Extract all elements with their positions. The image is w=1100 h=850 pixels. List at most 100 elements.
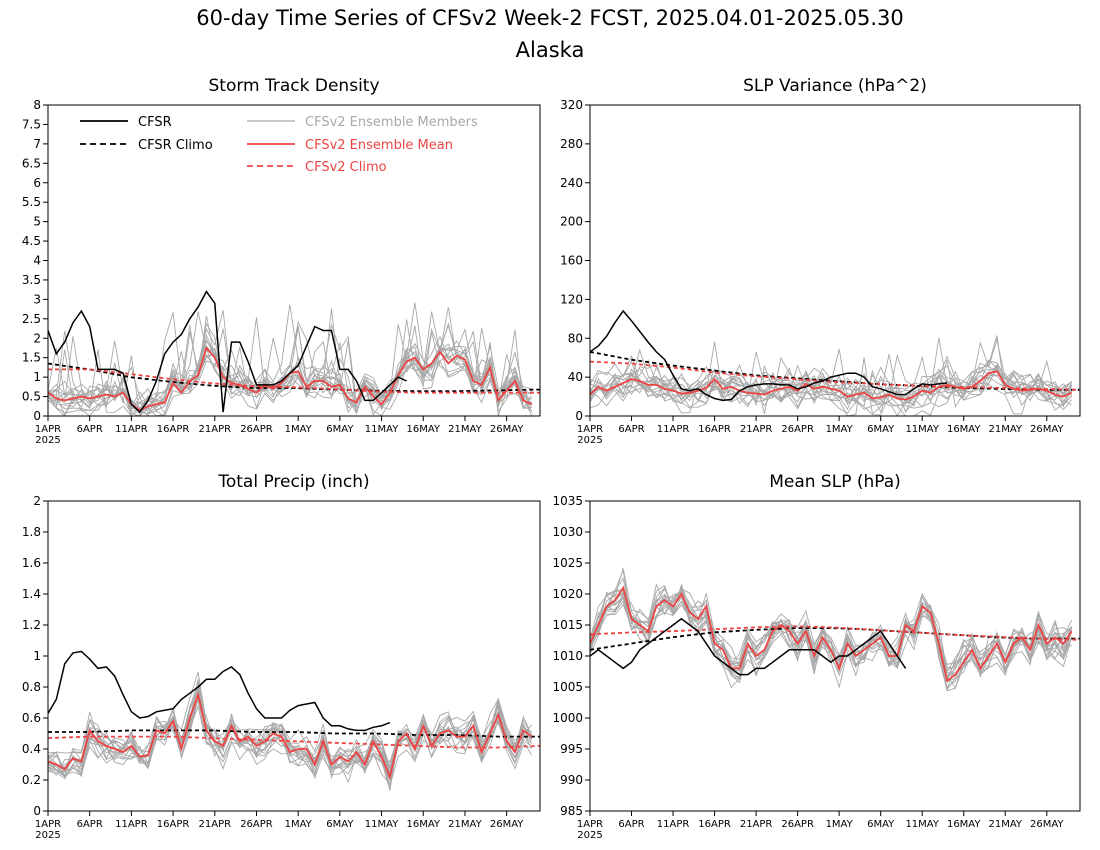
x-tick-label: 11MAY <box>905 424 939 435</box>
y-tick-label: 990 <box>560 773 583 787</box>
figure-title: 60-day Time Series of CFSv2 Week-2 FCST,… <box>196 6 903 30</box>
y-tick-label: 1.8 <box>22 525 41 539</box>
x-tick-label: 16MAY <box>406 424 440 435</box>
y-tick-label: 1025 <box>552 556 583 570</box>
y-tick-label: 200 <box>560 215 583 229</box>
ensemble-mean-line <box>48 691 533 780</box>
ensemble-member-line <box>48 327 532 416</box>
ensemble-member-line <box>590 568 1073 683</box>
x-year-label: 2025 <box>577 435 602 446</box>
ensemble-member-line <box>48 322 532 416</box>
y-tick-label: 4 <box>33 254 41 268</box>
ensemble-member-line <box>48 307 533 416</box>
ensemble-member-line <box>48 699 533 791</box>
y-tick-label: 120 <box>560 292 583 306</box>
panel-title: SLP Variance (hPa^2) <box>743 76 927 96</box>
ensemble-member-line <box>590 568 1073 691</box>
x-tick-label: 11APR <box>657 819 690 830</box>
ensemble-member-line <box>590 594 1073 679</box>
x-tick-label: 6MAY <box>326 424 354 435</box>
ensemble-member-line <box>48 327 533 414</box>
x-tick-label: 16MAY <box>406 819 440 830</box>
x-tick-label: 21MAY <box>988 424 1022 435</box>
x-tick-label: 11MAY <box>905 819 939 830</box>
y-tick-label: 0 <box>33 804 41 818</box>
y-tick-label: 2 <box>33 331 41 345</box>
x-tick-label: 26MAY <box>1030 819 1064 830</box>
legend-label-cfsv2-climo: CFSv2 Climo <box>305 160 387 175</box>
x-year-label: 2025 <box>35 435 60 446</box>
y-tick-label: 5.5 <box>22 195 41 209</box>
y-tick-label: 1.2 <box>22 618 41 632</box>
plot-frame <box>47 500 541 812</box>
y-tick-label: 2.5 <box>22 312 41 326</box>
y-tick-label: 1000 <box>552 711 583 725</box>
ensemble-mean-line <box>48 346 533 412</box>
x-tick-label: 1APR <box>577 424 603 435</box>
ensemble-member-line <box>590 335 1072 408</box>
plot-frame <box>47 104 541 417</box>
chart-panels: Storm Track Density 0 0.5 1 1.5 2 2.5 3 3.5 4 4.5 5… <box>22 76 1081 841</box>
y-tick-label: 1.4 <box>22 587 41 601</box>
ensemble-mean-line <box>590 370 1073 401</box>
y-tick-label: 3 <box>33 292 41 306</box>
ensemble-member-line <box>48 311 533 416</box>
x-tick-label: 26MAY <box>490 819 524 830</box>
y-tick-label: 2 <box>33 494 41 508</box>
x-tick-label: 1APR <box>577 819 603 830</box>
y-tick-label: 0.4 <box>22 742 41 756</box>
y-tick-label: 0.2 <box>22 773 41 787</box>
legend: CFSR CFSR Climo CFSv2 Ensemble Members CFSv… <box>80 115 478 175</box>
cfsr-line <box>590 309 948 402</box>
x-tick-label: 6APR <box>77 819 103 830</box>
figure-region: Alaska <box>516 38 585 62</box>
x-tick-label: 11APR <box>657 424 690 435</box>
x-tick-label: 21APR <box>199 819 232 830</box>
x-tick-label: 16APR <box>698 424 731 435</box>
y-tick-label: 1020 <box>552 587 583 601</box>
y-tick-label: 1015 <box>552 618 583 632</box>
x-tick-label: 6MAY <box>867 424 895 435</box>
legend-label-cfsr: CFSR <box>138 115 172 130</box>
x-tick-label: 6APR <box>77 424 103 435</box>
cfsr-line <box>48 650 391 732</box>
x-tick-label: 16APR <box>698 819 731 830</box>
chart-panel-4: Mean SLP (hPa) 985 990 995 1000 1005 1010 1015 1… <box>552 472 1081 841</box>
y-tick-label: 1010 <box>552 649 583 663</box>
chart-panel-2: SLP Variance (hPa^2) 0 40 80 120 160 200 240 280… <box>560 76 1081 446</box>
y-tick-label: 1030 <box>552 525 583 539</box>
cfsv2-climo-line <box>590 360 1080 391</box>
legend-label-members: CFSv2 Ensemble Members <box>305 115 478 130</box>
cfsr-climo-line <box>48 729 540 738</box>
legend-label-ens-mean: CFSv2 Ensemble Mean <box>305 138 453 153</box>
cfsr-line <box>590 617 907 676</box>
ensemble-member-line <box>590 359 1072 403</box>
y-tick-label: 1 <box>33 649 41 663</box>
ensemble-member-line <box>48 311 533 413</box>
cfsv2-climo-line <box>48 368 540 394</box>
x-tick-label: 21APR <box>740 424 773 435</box>
x-year-label: 2025 <box>35 830 60 841</box>
x-tick-label: 26APR <box>240 424 273 435</box>
x-tick-label: 1MAY <box>285 424 313 435</box>
x-tick-label: 6APR <box>618 819 644 830</box>
ensemble-mean-line <box>590 585 1073 683</box>
cfsv2-climo-line <box>590 625 1080 641</box>
x-tick-label: 6MAY <box>326 819 354 830</box>
x-tick-label: 16MAY <box>947 424 981 435</box>
legend-label-cfsr-climo: CFSR Climo <box>138 138 213 153</box>
x-tick-label: 21APR <box>740 819 773 830</box>
x-tick-label: 16APR <box>157 424 190 435</box>
y-tick-label: 995 <box>560 742 583 756</box>
y-tick-label: 7.5 <box>22 117 41 131</box>
y-tick-label: 1 <box>33 370 41 384</box>
panel-title: Mean SLP (hPa) <box>769 472 901 492</box>
y-tick-label: 4.5 <box>22 234 41 248</box>
y-tick-label: 985 <box>560 804 583 818</box>
panel-title: Total Precip (inch) <box>217 472 369 492</box>
plot-frame <box>589 500 1081 812</box>
x-tick-label: 1MAY <box>826 424 854 435</box>
y-tick-label: 0 <box>575 409 583 423</box>
y-tick-label: 0.8 <box>22 680 41 694</box>
ensemble-member-line <box>48 685 533 775</box>
